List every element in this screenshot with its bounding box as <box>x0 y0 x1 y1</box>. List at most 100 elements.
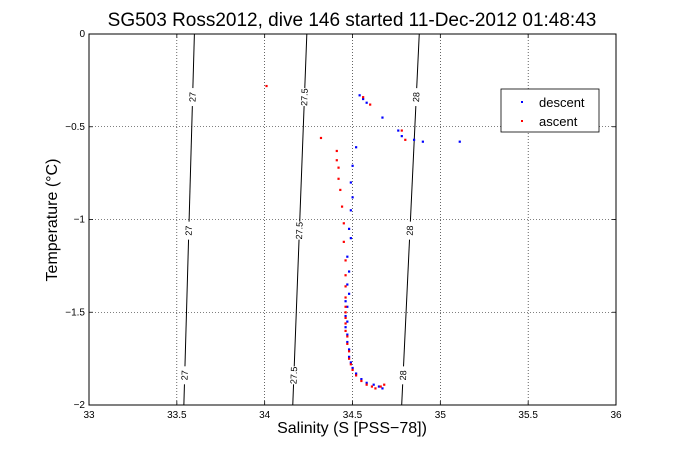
x-tick-label: 34.5 <box>343 410 363 421</box>
descent-point <box>349 181 352 184</box>
descent-point <box>372 383 375 386</box>
descent-point <box>362 97 365 101</box>
descent-point <box>346 340 349 344</box>
ascent-point <box>379 385 382 388</box>
ascent-point <box>404 138 407 141</box>
contour-label-bg <box>290 366 298 385</box>
legend-box <box>500 88 600 133</box>
legend-label-ascent: ascent <box>539 114 578 129</box>
ascent-point <box>339 188 342 192</box>
descent-point <box>349 209 352 212</box>
ascent-point <box>369 103 372 106</box>
legend-marker-ascent <box>521 120 523 122</box>
data-points <box>265 84 461 390</box>
descent-point <box>412 138 416 141</box>
descent-point <box>351 164 354 167</box>
ascent-point <box>355 374 358 377</box>
y-tick-label: −0.5 <box>65 122 85 133</box>
contour-label-27.5: 27.5 <box>289 366 300 384</box>
descent-point <box>351 196 354 199</box>
y-axis-ticks: 0 −0.5 −1 −1.5 −2 <box>65 29 616 411</box>
contour-label-bg <box>399 366 407 385</box>
contour-label-bg <box>181 366 188 385</box>
ascent-point <box>344 329 347 332</box>
x-axis-ticks: 33 33.5 34 34.5 35 35.5 36 <box>83 34 622 421</box>
ascent-point <box>360 379 363 383</box>
ascent-point <box>344 274 347 277</box>
contour-label-bg <box>412 87 420 107</box>
ascent-point <box>344 311 347 314</box>
ascent-point <box>365 383 368 386</box>
descent-point <box>355 372 358 375</box>
ascent-point <box>319 136 323 140</box>
contour-label-27: 27 <box>184 225 194 235</box>
ascent-point <box>337 177 340 180</box>
ascent-point <box>344 296 347 299</box>
descent-point <box>400 135 403 138</box>
x-tick-label: 35 <box>435 410 447 421</box>
ascent-point <box>344 316 347 320</box>
y-tick-label: −2 <box>74 400 86 411</box>
descent-point <box>346 255 349 258</box>
ascent-point <box>344 322 347 325</box>
ascent-point <box>347 350 351 353</box>
x-tick-label: 36 <box>610 410 622 421</box>
descent-point <box>381 387 384 390</box>
ascent-point <box>346 335 349 338</box>
x-axis-label: Salinity (S [PSS−78]) <box>277 420 427 437</box>
descent-point <box>346 333 349 336</box>
ascent-point <box>265 84 268 88</box>
ascent-point <box>383 383 386 386</box>
contour-label-bg <box>296 221 303 240</box>
ascent-point <box>349 363 352 366</box>
descent-point <box>347 270 351 273</box>
contour-label-27: 27 <box>187 92 197 102</box>
ascent-point <box>342 222 345 225</box>
descent-point <box>344 326 347 329</box>
y-tick-label: −1.5 <box>65 307 85 318</box>
legend: descent ascent <box>500 88 600 133</box>
ascent-point <box>374 387 377 390</box>
descent-point <box>421 140 424 143</box>
density-contours: 27 27 27 27.5 27.5 27.5 28 28 28 <box>180 33 421 406</box>
legend-marker-descent <box>521 101 523 103</box>
descent-point <box>458 140 461 143</box>
contour-label-bg <box>301 87 308 107</box>
descent-point <box>347 292 351 295</box>
legend-label-descent: descent <box>539 95 585 110</box>
descent-point <box>347 227 351 230</box>
descent-point <box>365 381 368 384</box>
descent-point <box>360 378 363 381</box>
ascent-point <box>340 205 344 208</box>
contour-label-28: 28 <box>405 225 415 235</box>
descent-point <box>346 305 349 308</box>
x-tick-label: 33.5 <box>167 410 187 421</box>
contour-label-28: 28 <box>398 370 408 380</box>
ascent-point <box>342 240 345 243</box>
descent-point <box>349 361 352 364</box>
ascent-point <box>337 166 340 169</box>
descent-point <box>346 320 349 323</box>
y-tick-label: 0 <box>79 29 85 40</box>
y-tick-label: −1 <box>74 215 86 226</box>
descent-point <box>365 101 368 104</box>
ascent-point <box>344 285 347 288</box>
descent-point <box>344 300 347 303</box>
descent-point <box>351 366 354 370</box>
descent-point <box>397 129 400 132</box>
ascent-point <box>346 342 349 345</box>
ascent-point <box>347 357 351 360</box>
ascent-point <box>370 385 374 388</box>
ascent-point <box>400 129 403 132</box>
x-tick-label: 33 <box>83 410 95 421</box>
descent-point <box>344 314 347 318</box>
x-tick-label: 34 <box>259 410 271 421</box>
chart-title: SG503 Ross2012, dive 146 started 11-Dec-… <box>108 10 597 31</box>
descent-point <box>377 385 381 388</box>
contour-label-27.5: 27.5 <box>299 88 310 106</box>
x-tick-label: 35.5 <box>518 410 538 421</box>
descent-point <box>347 355 351 358</box>
descent-point <box>358 94 361 97</box>
descent-point <box>355 146 358 149</box>
